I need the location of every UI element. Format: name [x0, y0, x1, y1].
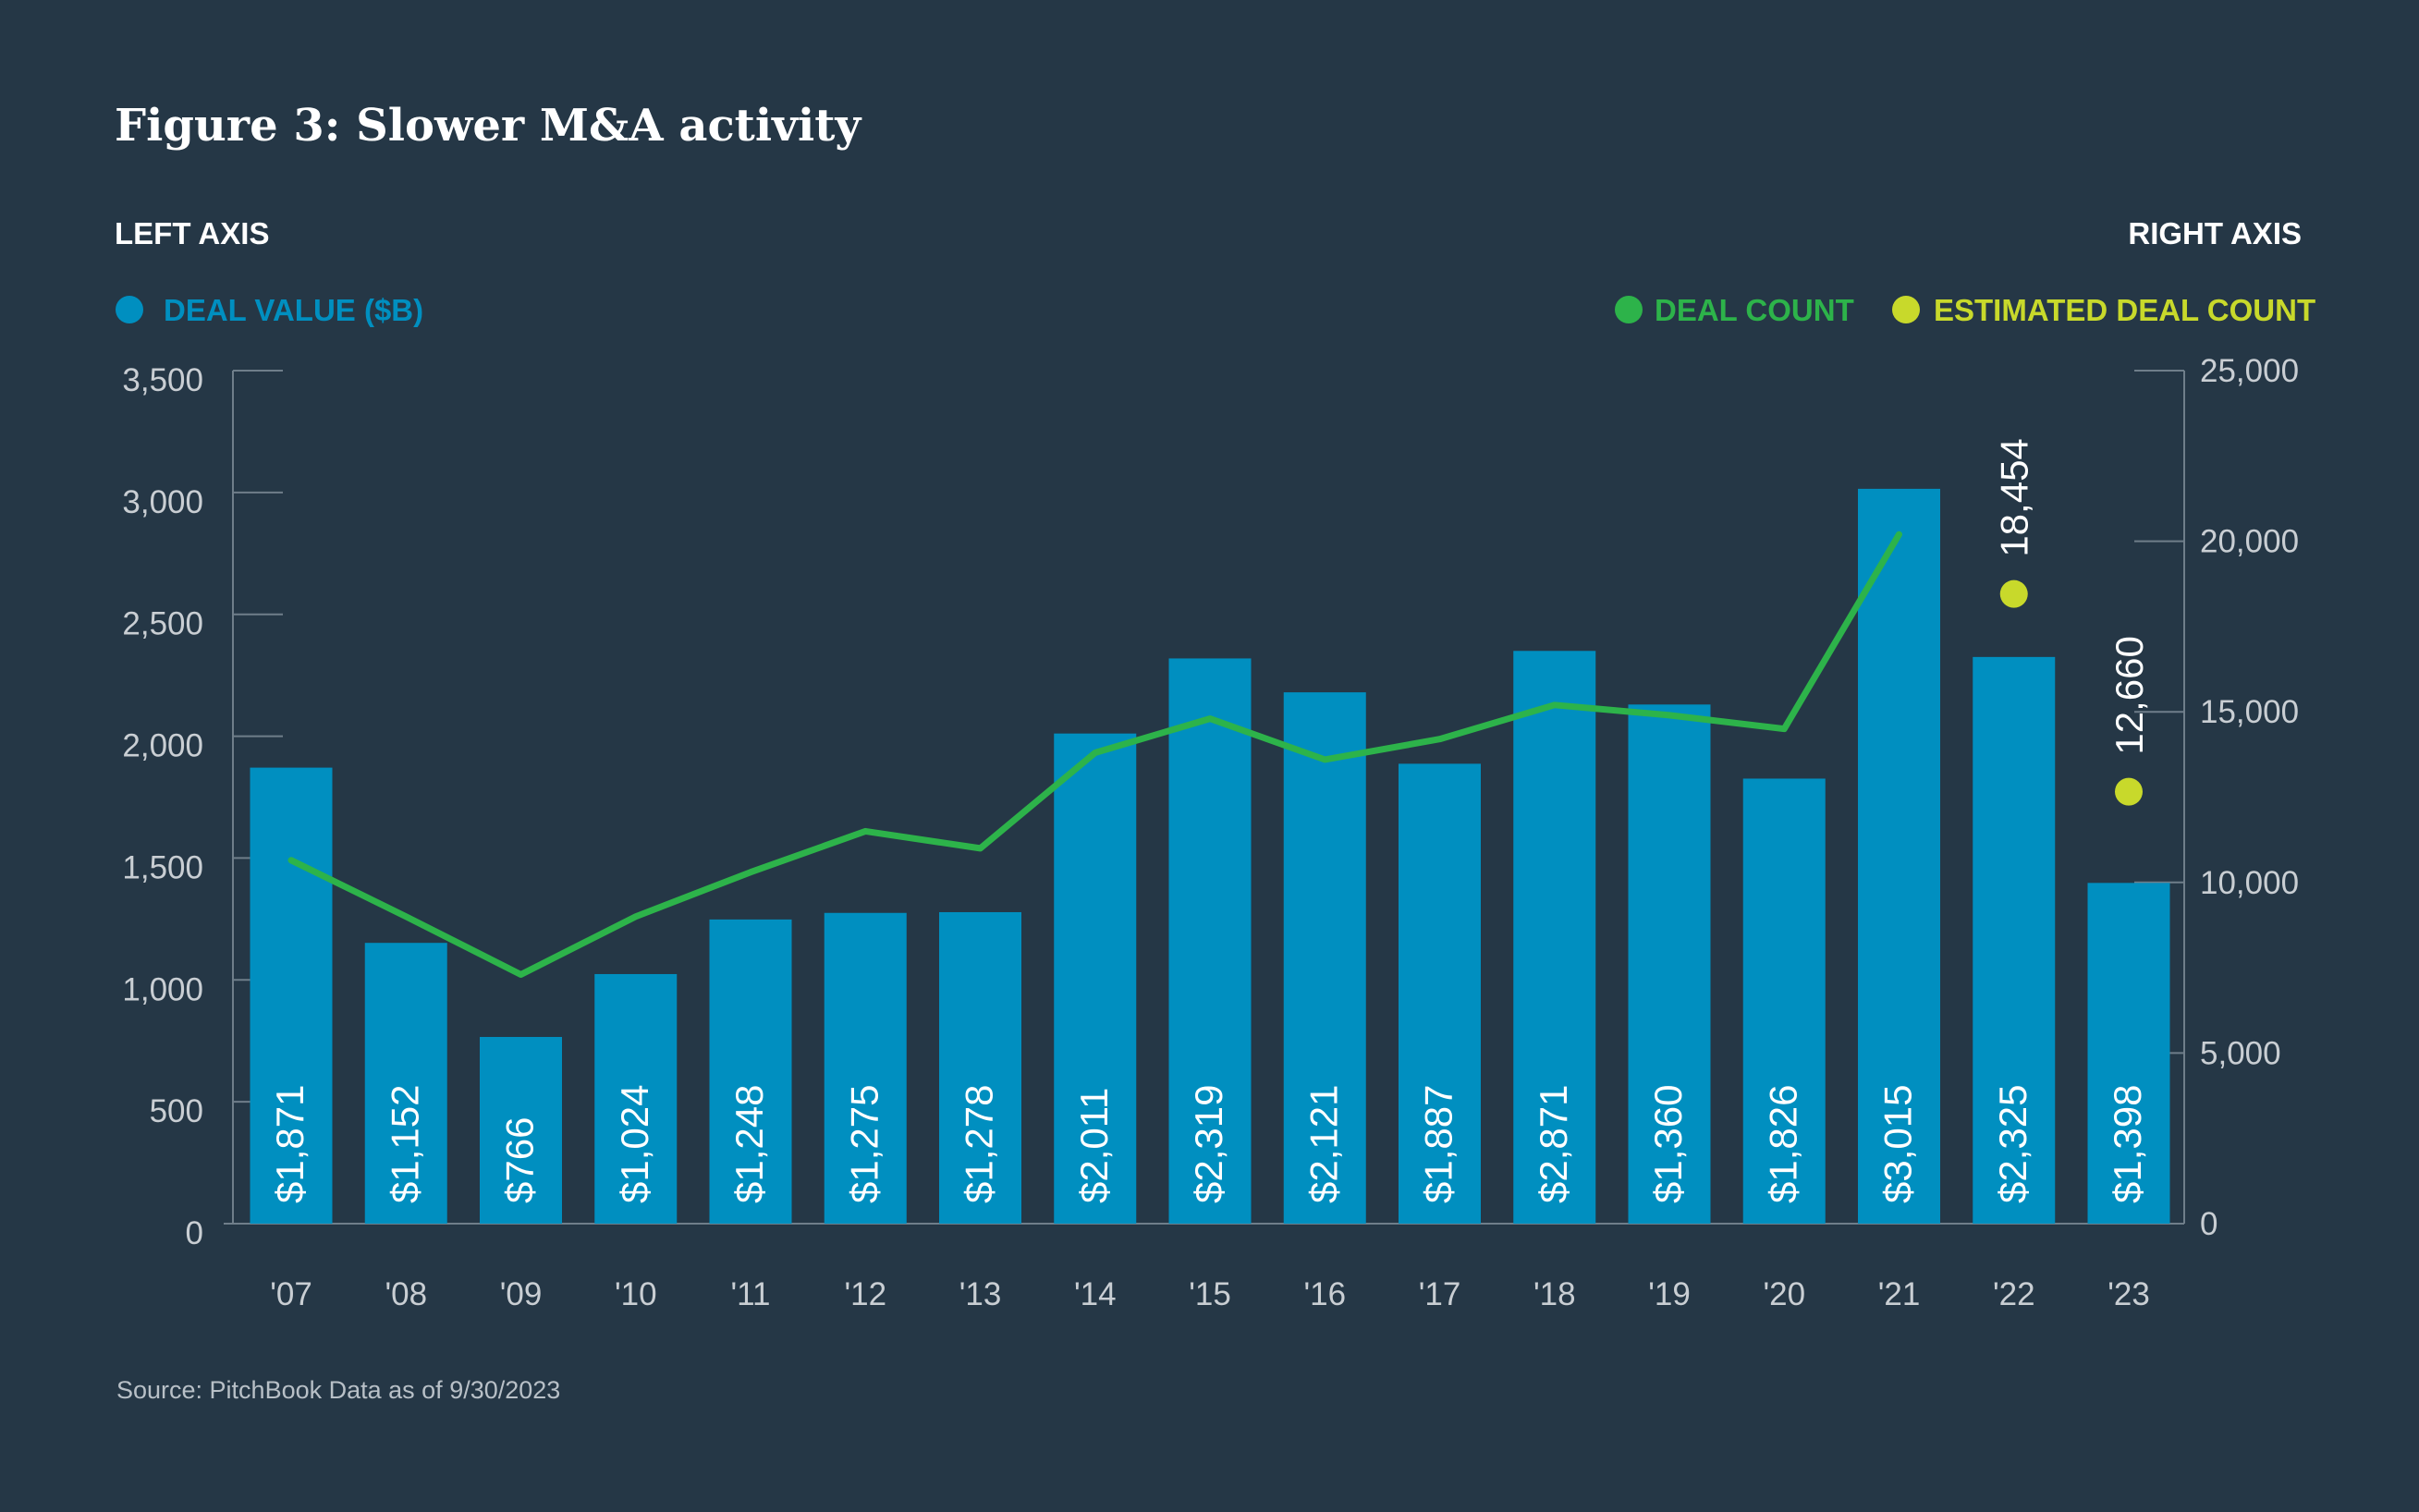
x-axis-tick-label: '10 — [615, 1276, 657, 1312]
deal-value-legend-label: DEAL VALUE ($B) — [164, 293, 423, 327]
left-axis-label: LEFT AXIS — [115, 216, 269, 250]
deal-value-bar-label: $1,275 — [842, 1085, 886, 1203]
x-axis-tick-label: '11 — [730, 1276, 770, 1312]
x-axis-tick-label: '17 — [1419, 1276, 1461, 1312]
right-axis-tick-label: 5,000 — [2200, 1035, 2281, 1071]
deal-value-bar-label: $1,248 — [727, 1085, 771, 1203]
estimated-deal-count-legend-label: ESTIMATED DEAL COUNT — [1934, 293, 2315, 327]
deal-value-bar-label: $766 — [498, 1117, 542, 1203]
deal-count-legend-label: DEAL COUNT — [1655, 293, 1854, 327]
deal-value-bar-label: $2,121 — [1301, 1085, 1345, 1203]
deal-value-bar-label: $1,826 — [1761, 1085, 1804, 1203]
x-axis-labels: '07 '08 '09 '10 '11 '12 '13 '14 '15 '16 '17 '18 '19 '… — [270, 1276, 2150, 1312]
x-axis-tick-label: '20 — [1763, 1276, 1805, 1312]
deal-value-bar-label: $1,871 — [268, 1085, 312, 1203]
x-axis-tick-label: '14 — [1074, 1276, 1117, 1312]
left-axis-tick-label: 3,500 — [122, 362, 203, 398]
deal-value-bars: $1,871 $1,152 $766 $1,024 $1,248 $1,275 $1,278… — [250, 488, 2170, 1224]
deal-value-bar — [1283, 692, 1366, 1224]
deal-count-legend-dot — [1615, 296, 1643, 323]
estimated-deal-count-layer: 18,454 12,660 — [1993, 438, 2151, 806]
left-axis-tick-label: 0 — [186, 1215, 203, 1251]
deal-count-line-layer — [287, 530, 1902, 978]
deal-value-bar-label: $2,011 — [1072, 1088, 1116, 1203]
left-axis-tick-label: 1,500 — [122, 849, 203, 885]
right-axis-label: RIGHT AXIS — [2128, 216, 2302, 250]
deal-value-bar-label: $1,398 — [2106, 1085, 2149, 1203]
deal-value-bar — [1742, 778, 1826, 1224]
right-axis-tick-label: 25,000 — [2200, 353, 2299, 389]
deal-value-bar-label: $3,015 — [1876, 1085, 1920, 1203]
deal-count-line — [287, 530, 1902, 978]
deal-value-bar — [594, 973, 678, 1224]
deal-value-legend-dot — [116, 296, 143, 323]
x-axis-tick-label: '09 — [500, 1276, 543, 1312]
source-note: Source: PitchBook Data as of 9/30/2023 — [116, 1376, 560, 1404]
right-axis-tick-label: 15,000 — [2200, 694, 2299, 730]
right-axis-tick-label: 0 — [2200, 1206, 2217, 1242]
deal-value-bar-label: $2,325 — [1991, 1085, 2034, 1203]
deal-value-bar — [939, 911, 1021, 1224]
estimated-deal-count-point — [2115, 777, 2143, 806]
x-axis-tick-label: '21 — [1878, 1276, 1921, 1312]
right-axis-tick-label: 10,000 — [2200, 865, 2299, 901]
left-axis-tick-label: 2,500 — [122, 606, 203, 642]
deal-value-bar — [824, 912, 907, 1224]
deal-value-bar — [1513, 651, 1596, 1224]
x-axis-tick-label: '23 — [2107, 1276, 2150, 1312]
deal-value-bar — [2087, 883, 2170, 1224]
estimated-deal-count-label: 18,454 — [1993, 438, 2036, 556]
left-axis-tick-label: 1,000 — [122, 971, 203, 1007]
left-axis-tick-label: 2,000 — [122, 728, 203, 764]
deal-value-bar — [1399, 763, 1481, 1224]
deal-value-bar-label: $1,278 — [958, 1085, 1001, 1203]
chart-title: Figure 3: Slower M&A activity — [115, 100, 862, 152]
x-axis-tick-label: '07 — [270, 1276, 312, 1312]
deal-value-bar — [480, 1036, 562, 1224]
estimated-deal-count-label: 12,660 — [2107, 636, 2151, 754]
deal-value-bar — [250, 767, 333, 1224]
right-axis-tick-label: 20,000 — [2200, 524, 2299, 560]
deal-value-bar — [709, 919, 792, 1224]
deal-value-bar-label: $2,871 — [1532, 1085, 1575, 1203]
deal-value-bar-label: $1,152 — [383, 1085, 426, 1203]
x-axis-tick-label: '18 — [1533, 1276, 1576, 1312]
estimated-deal-count-legend-dot — [1892, 296, 1920, 323]
deal-value-bar — [1973, 656, 2056, 1224]
deal-value-bar — [1168, 658, 1252, 1224]
estimated-deal-count-point — [1999, 579, 2028, 608]
x-axis-tick-label: '15 — [1189, 1276, 1231, 1312]
x-axis-tick-label: '13 — [959, 1276, 1002, 1312]
deal-value-bar-label: $1,887 — [1417, 1085, 1460, 1203]
left-axis-tick-label: 3,000 — [122, 484, 203, 520]
deal-value-bar — [364, 943, 447, 1224]
deal-value-bar — [1858, 488, 1940, 1224]
deal-value-bar-label: $1,360 — [1646, 1085, 1690, 1203]
x-axis-tick-label: '22 — [1993, 1276, 2035, 1312]
deal-value-bar — [1054, 733, 1137, 1224]
legend: DEAL VALUE ($B) DEAL COUNT ESTIMATED DEA… — [116, 293, 2315, 327]
axes: 0 500 1,000 1,500 2,000 2,500 3,000 3,500 0 5,000… — [122, 353, 2299, 1251]
x-axis-tick-label: '16 — [1303, 1276, 1346, 1312]
x-axis-tick-label: '19 — [1648, 1276, 1691, 1312]
deal-value-bar-label: $1,024 — [613, 1085, 656, 1203]
deal-value-bar — [1628, 704, 1711, 1224]
left-axis-tick-label: 500 — [150, 1093, 203, 1129]
x-axis-tick-label: '12 — [844, 1276, 886, 1312]
x-axis-tick-label: '08 — [385, 1276, 427, 1312]
deal-value-bar-label: $2,319 — [1187, 1085, 1230, 1203]
